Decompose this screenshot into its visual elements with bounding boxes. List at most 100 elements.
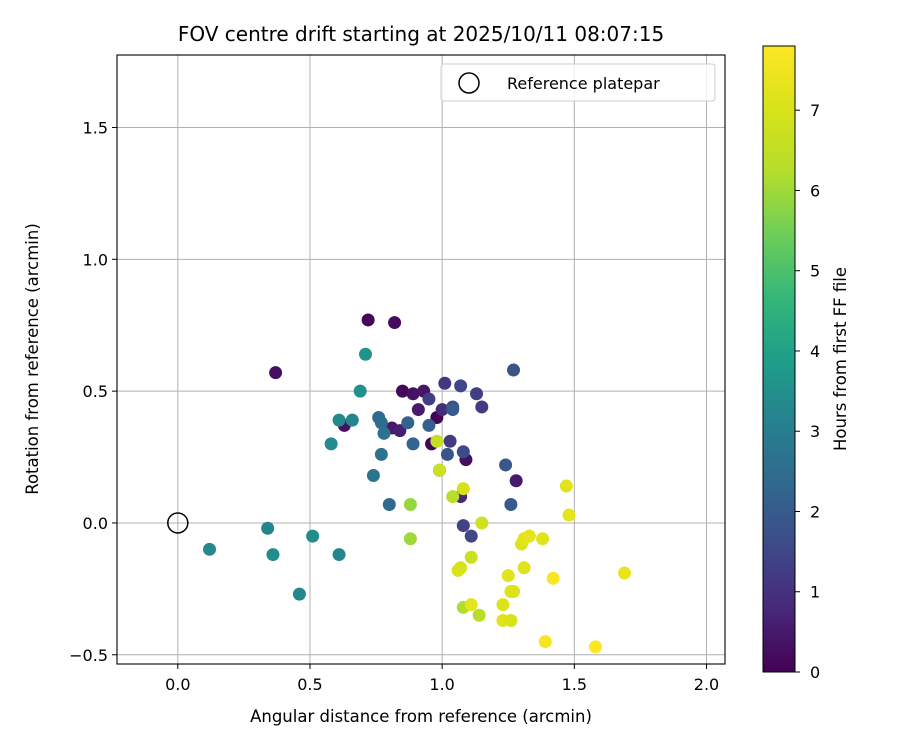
data-point xyxy=(507,585,521,598)
data-point xyxy=(475,516,489,530)
data-point xyxy=(464,550,478,564)
x-tick-label: 1.5 xyxy=(562,675,587,694)
colorbar-label: Hours from first FF file xyxy=(831,267,850,451)
data-point xyxy=(401,416,415,430)
data-point xyxy=(501,569,515,583)
data-points xyxy=(203,313,632,654)
data-point xyxy=(454,379,468,393)
data-point xyxy=(475,400,489,414)
legend-entry-reference: Reference platepar xyxy=(507,74,660,93)
data-point xyxy=(517,561,531,575)
data-point xyxy=(546,571,560,585)
x-tick-label: 2.0 xyxy=(694,675,719,694)
y-tick-label: 1.0 xyxy=(83,250,108,269)
data-point xyxy=(332,548,346,562)
data-point xyxy=(456,482,470,496)
colorbar: 0 1 2 3 4 5 6 7 Hours from first FF file xyxy=(762,45,850,682)
axes-frame xyxy=(116,54,726,665)
data-point xyxy=(504,614,518,627)
y-tick-label: 1.5 xyxy=(83,119,108,138)
data-point xyxy=(366,469,380,482)
data-point xyxy=(456,445,470,459)
data-point xyxy=(377,426,391,440)
data-point xyxy=(562,508,576,522)
data-point xyxy=(507,363,521,377)
data-point xyxy=(406,437,420,451)
data-point xyxy=(499,458,513,472)
data-point xyxy=(353,384,367,398)
data-point xyxy=(443,434,457,448)
data-point xyxy=(559,479,573,493)
y-axis-ticks: −0.5 0.0 0.5 1.0 1.5 xyxy=(69,119,117,665)
data-point xyxy=(618,566,632,580)
data-point xyxy=(393,424,407,438)
data-point xyxy=(588,640,602,654)
y-tick-label: 0.0 xyxy=(83,514,108,533)
data-point xyxy=(440,447,454,461)
colorbar-tick-label: 1 xyxy=(810,583,820,602)
plot-area: 0.0 0.5 1.0 1.5 2.0 −0.5 0.0 0.5 1.0 1.5 xyxy=(69,54,726,694)
reference-platepar-marker xyxy=(167,512,189,534)
data-point xyxy=(422,392,436,406)
data-point xyxy=(536,532,550,546)
data-point xyxy=(395,384,409,398)
data-point xyxy=(504,498,518,511)
colorbar-ticks: 0 1 2 3 4 5 6 7 xyxy=(795,101,820,682)
data-point xyxy=(382,498,396,511)
data-point xyxy=(358,347,372,361)
colorbar-tick-label: 5 xyxy=(810,262,820,281)
chart-title: FOV centre drift starting at 2025/10/11 … xyxy=(178,22,664,46)
data-point xyxy=(433,463,447,477)
data-point xyxy=(292,587,306,601)
data-point xyxy=(411,403,425,417)
data-point xyxy=(456,519,470,533)
legend: Reference platepar xyxy=(440,63,716,102)
colorbar-tick-label: 6 xyxy=(810,181,820,200)
data-point xyxy=(446,490,460,504)
colorbar-gradient xyxy=(762,45,796,673)
data-point xyxy=(388,316,402,330)
x-tick-label: 0.5 xyxy=(297,675,322,694)
data-point xyxy=(438,376,452,390)
x-axis-ticks: 0.0 0.5 1.0 1.5 2.0 xyxy=(165,664,719,694)
legend-marker-open-circle xyxy=(458,72,480,94)
data-point xyxy=(332,413,346,427)
data-point xyxy=(403,532,417,546)
y-tick-label: −0.5 xyxy=(69,646,108,665)
data-point xyxy=(403,498,417,511)
data-point xyxy=(446,403,460,417)
reference-layer xyxy=(167,512,189,534)
colorbar-tick-label: 7 xyxy=(810,101,820,120)
data-point xyxy=(261,521,275,535)
data-point xyxy=(361,313,375,327)
data-point xyxy=(496,598,510,612)
y-axis-label: Rotation from reference (arcmin) xyxy=(23,223,42,495)
x-axis-label: Angular distance from reference (arcmin) xyxy=(250,707,592,726)
x-tick-label: 1.0 xyxy=(429,675,454,694)
axes-background xyxy=(117,55,725,664)
data-point xyxy=(266,548,280,562)
legend-box xyxy=(440,63,716,102)
data-point xyxy=(203,542,217,556)
colorbar-tick-label: 3 xyxy=(810,422,820,441)
data-point xyxy=(509,474,523,488)
data-point xyxy=(464,598,478,612)
data-point xyxy=(538,635,552,649)
data-point xyxy=(430,434,444,448)
colorbar-tick-label: 4 xyxy=(810,342,820,361)
data-point xyxy=(422,418,436,432)
data-point xyxy=(374,447,388,461)
x-tick-label: 0.0 xyxy=(165,675,190,694)
data-point xyxy=(406,387,420,401)
data-point xyxy=(374,416,388,430)
colorbar-tick-label: 0 xyxy=(810,663,820,682)
data-point xyxy=(464,529,478,543)
data-point xyxy=(522,529,536,543)
y-tick-label: 0.5 xyxy=(83,382,108,401)
data-point xyxy=(470,387,484,401)
grid xyxy=(117,55,725,664)
data-point xyxy=(269,366,283,380)
data-point xyxy=(472,608,486,622)
data-point xyxy=(345,413,359,427)
